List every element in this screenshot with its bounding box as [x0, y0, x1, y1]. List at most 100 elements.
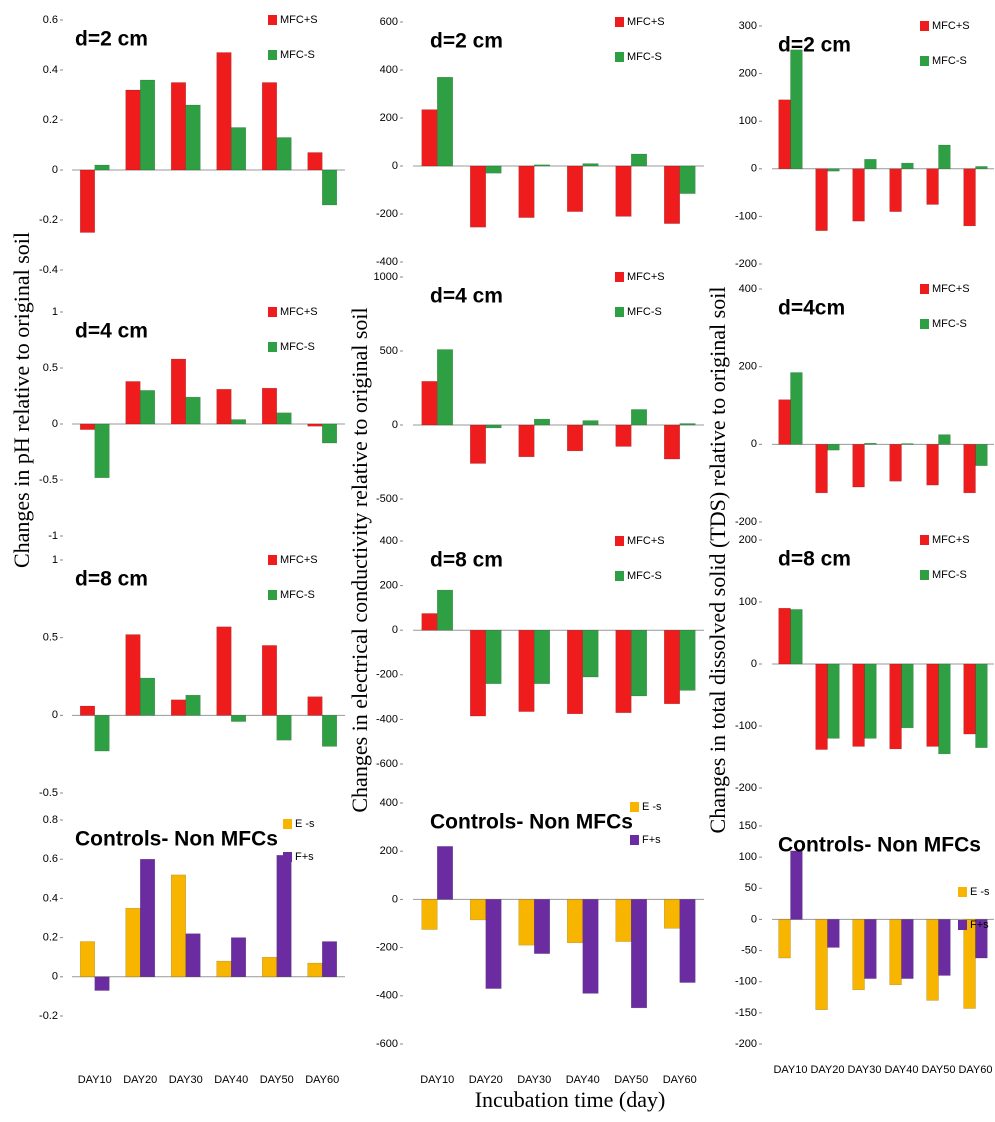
bar	[582, 420, 599, 426]
bar	[975, 166, 988, 170]
x-tick-label: DAY10	[78, 1074, 112, 1086]
bar	[790, 609, 803, 665]
legend-label: MFC-S	[627, 570, 662, 582]
bar	[140, 79, 156, 171]
panel-title: d=2 cm	[430, 30, 503, 53]
y-tick-label: -1	[48, 530, 58, 542]
y-axis-label: Changes in electrical conductivity relat…	[347, 307, 372, 812]
bar	[901, 162, 914, 170]
bar	[938, 144, 951, 170]
bar	[975, 663, 988, 748]
bar	[485, 899, 502, 989]
bar	[778, 607, 791, 665]
legend-label: E -s	[642, 801, 662, 813]
y-tick-label: 0	[392, 160, 398, 172]
bar	[518, 629, 535, 712]
bar	[534, 899, 551, 954]
y-tick-label: -200	[376, 942, 398, 954]
legend-label: MFC+S	[280, 306, 318, 318]
bar	[926, 663, 939, 747]
bar	[94, 976, 110, 991]
legend-label: E -s	[970, 886, 990, 898]
bar	[663, 899, 680, 929]
y-tick-label: -200	[376, 208, 398, 220]
bar	[815, 919, 828, 1010]
x-tick-label: DAY40	[566, 1074, 600, 1086]
bar	[582, 629, 599, 678]
legend-label: MFC+S	[280, 14, 318, 26]
bar	[790, 850, 803, 920]
bar	[778, 399, 791, 445]
legend-label: MFC+S	[627, 271, 665, 283]
x-tick-label: DAY40	[884, 1064, 918, 1076]
y-tick-label: -50	[741, 944, 757, 956]
legend-label: MFC+S	[932, 20, 970, 32]
legend-swatch	[268, 555, 277, 565]
panel-title: d=2 cm	[778, 34, 851, 57]
y-tick-label: 0.6	[43, 14, 58, 26]
y-tick-label: 0	[52, 164, 58, 176]
y-tick-label: 0	[52, 971, 58, 983]
y-tick-label: -200	[376, 669, 398, 681]
bar	[679, 899, 696, 983]
x-tick-label: DAY10	[773, 1064, 807, 1076]
x-tick-label: DAY10	[420, 1074, 454, 1086]
legend-label: MFC+S	[932, 534, 970, 546]
bar	[615, 899, 632, 942]
legend-swatch	[630, 802, 639, 812]
bar	[469, 899, 487, 921]
bar	[827, 168, 840, 172]
x-tick-label: DAY50	[614, 1074, 648, 1086]
panel-title: d=4 cm	[75, 320, 148, 343]
bar	[307, 423, 323, 427]
y-tick-label: 100	[739, 851, 757, 863]
y-axis-label: Changes in total dissolved solid (TDS) r…	[705, 287, 730, 834]
bar	[231, 715, 247, 722]
legend-swatch	[920, 284, 929, 294]
legend-label: MFC-S	[280, 49, 315, 61]
bar	[469, 629, 487, 717]
bar	[469, 424, 487, 464]
bar	[963, 663, 976, 735]
legend-label: MFC+S	[280, 554, 318, 566]
bar	[790, 49, 803, 170]
bar	[79, 941, 96, 978]
y-tick-label: 400	[380, 535, 398, 547]
bar	[889, 444, 902, 482]
bar	[79, 705, 96, 716]
bar	[276, 137, 292, 171]
legend-swatch	[920, 319, 929, 329]
y-tick-label: -500	[376, 493, 398, 505]
y-tick-label: -200	[735, 1038, 757, 1050]
bar	[963, 168, 976, 227]
y-tick-label: -400	[376, 256, 398, 268]
y-tick-label: 0	[751, 438, 757, 450]
legend-label: MFC-S	[932, 569, 967, 581]
y-axis-label: Changes in pH relative to original soil	[9, 232, 34, 568]
bar	[322, 169, 338, 206]
legend-swatch	[920, 21, 929, 31]
bar	[938, 434, 951, 445]
legend-label: F+s	[970, 919, 989, 931]
bar	[322, 941, 338, 978]
legend-label: MFC+S	[627, 16, 665, 28]
y-tick-label: 200	[739, 534, 757, 546]
bar	[615, 424, 632, 447]
y-tick-label: -200	[735, 258, 757, 270]
panel-title: d=8 cm	[778, 548, 851, 571]
legend-label: MFC-S	[280, 341, 315, 353]
bar	[276, 715, 292, 741]
x-tick-label: DAY20	[469, 1074, 503, 1086]
bar	[615, 629, 632, 713]
bar	[231, 419, 247, 425]
bar	[889, 663, 902, 750]
y-tick-label: 0	[751, 658, 757, 670]
bar	[125, 89, 141, 171]
bar	[437, 589, 454, 631]
y-tick-label: 200	[380, 580, 398, 592]
legend-swatch	[920, 570, 929, 580]
legend-swatch	[283, 852, 292, 862]
bar	[852, 919, 865, 991]
bar	[864, 663, 877, 739]
bar	[852, 168, 865, 222]
